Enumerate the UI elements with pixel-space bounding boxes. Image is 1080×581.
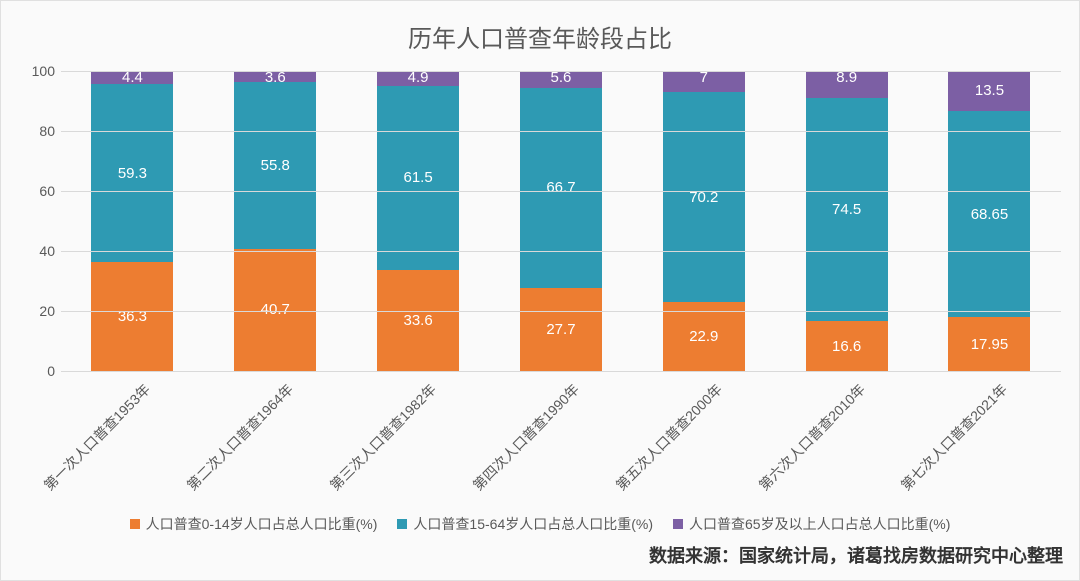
- bars-group: 36.359.34.4第一次人口普查1953年40.755.83.6第二次人口普…: [61, 71, 1061, 371]
- bar-slot: 33.661.54.9第三次人口普查1982年: [358, 71, 478, 371]
- legend-label: 人口普查65岁及以上人口占总人口比重(%): [689, 514, 950, 534]
- legend-swatch: [673, 519, 683, 529]
- gridline: [61, 311, 1061, 312]
- bar-segment: 70.2: [663, 92, 745, 303]
- bar-segment: 61.5: [377, 86, 459, 271]
- stacked-bar: 22.9 70.27: [663, 71, 745, 371]
- bar-segment: 17.95: [948, 317, 1030, 371]
- bar-segment: 3.6: [234, 71, 316, 82]
- bar-segment: 68.65: [948, 111, 1030, 317]
- stacked-bar: 36.3 59.3 4.4: [91, 71, 173, 371]
- bar-segment: 22.9: [663, 302, 745, 371]
- stacked-bar: 33.6 61.5 4.9: [377, 71, 459, 371]
- bar-segment: 7: [663, 71, 745, 92]
- bar-value-label: 33.6: [404, 312, 433, 329]
- gridline: [61, 71, 1061, 72]
- bar-value-label: 16.6: [832, 338, 861, 355]
- chart-title: 历年人口普查年龄段占比: [1, 1, 1079, 54]
- y-axis-label: 40: [21, 243, 55, 259]
- gridline: [61, 191, 1061, 192]
- gridline: [61, 131, 1061, 132]
- legend-item: 人口普查0-14岁人口占总人口比重(%): [130, 514, 378, 534]
- legend-item: 人口普查65岁及以上人口占总人口比重(%): [673, 514, 950, 534]
- bar-segment: 5.6: [520, 71, 602, 88]
- legend: 人口普查0-14岁人口占总人口比重(%) 人口普查15-64岁人口占总人口比重(%…: [1, 514, 1079, 534]
- bar-slot: 36.359.34.4第一次人口普查1953年: [72, 71, 192, 371]
- bar-segment: 4.9: [377, 71, 459, 86]
- y-axis-label: 60: [21, 183, 55, 199]
- chart-container: 历年人口普查年龄段占比 36.3 59.3 4.4 第一次人口普查1953年 40.7 5…: [0, 0, 1080, 581]
- bar-value-label: 17.95: [971, 336, 1009, 353]
- bar-segment: 27.7: [520, 288, 602, 371]
- bar-segment: 4.4: [91, 71, 173, 84]
- legend-item: 人口普查15-64岁人口占总人口比重(%): [397, 514, 653, 534]
- stacked-bar: 27.7 66.7 5.6: [520, 71, 602, 371]
- x-axis-label: 第一次人口普查1953年: [35, 375, 155, 495]
- bar-slot: 17.9568.6513.5第七次人口普查2021年: [929, 71, 1049, 371]
- bar-slot: 22.970.27第五次人口普查2000年: [644, 71, 764, 371]
- bar-segment: 40.7: [234, 249, 316, 371]
- bar-segment: 13.5: [948, 71, 1030, 112]
- legend-swatch: [397, 519, 407, 529]
- bar-value-label: 13.5: [975, 82, 1004, 99]
- x-axis-label: 第三次人口普查1982年: [321, 375, 441, 495]
- bar-value-label: 40.7: [261, 301, 290, 318]
- bar-value-label: 74.5: [832, 201, 861, 218]
- x-axis-label: 第六次人口普查2010年: [750, 375, 870, 495]
- stacked-bar: 16.6 74.5 8.9: [806, 71, 888, 371]
- gridline: [61, 251, 1061, 252]
- bar-segment: 8.9: [806, 71, 888, 98]
- x-axis-label: 第五次人口普查2000年: [607, 375, 727, 495]
- bar-value-label: 55.8: [261, 157, 290, 174]
- bar-value-label: 27.7: [546, 321, 575, 338]
- stacked-bar: 17.95 68.65 13.5: [948, 71, 1030, 371]
- plot-area: 36.359.34.4第一次人口普查1953年40.755.83.6第二次人口普…: [61, 71, 1061, 371]
- y-axis-label: 100: [21, 63, 55, 79]
- legend-swatch: [130, 519, 140, 529]
- bar-segment: 66.7: [520, 88, 602, 288]
- bar-value-label: 59.3: [118, 165, 147, 182]
- gridline: [61, 371, 1061, 372]
- bar-segment: 36.3: [91, 262, 173, 371]
- bar-slot: 40.755.83.6第二次人口普查1964年: [215, 71, 335, 371]
- x-axis-label: 第二次人口普查1964年: [178, 375, 298, 495]
- legend-label: 人口普查15-64岁人口占总人口比重(%): [413, 514, 653, 534]
- legend-label: 人口普查0-14岁人口占总人口比重(%): [146, 514, 378, 534]
- y-axis-label: 20: [21, 303, 55, 319]
- bar-slot: 27.766.75.6第四次人口普查1990年: [501, 71, 621, 371]
- x-axis-label: 第四次人口普查1990年: [464, 375, 584, 495]
- bar-segment: 55.8: [234, 82, 316, 249]
- bar-value-label: 61.5: [404, 169, 433, 186]
- bar-value-label: 22.9: [689, 328, 718, 345]
- stacked-bar: 40.7 55.8 3.6: [234, 71, 316, 371]
- bar-value-label: 66.7: [546, 179, 575, 196]
- y-axis-label: 80: [21, 123, 55, 139]
- y-axis-label: 0: [21, 363, 55, 379]
- x-axis-label: 第七次人口普查2021年: [893, 375, 1013, 495]
- bar-segment: 33.6: [377, 270, 459, 371]
- bar-value-label: 68.65: [971, 206, 1009, 223]
- source-text: 数据来源：国家统计局，诸葛找房数据研究中心整理: [649, 542, 1063, 568]
- bar-segment: 59.3: [91, 84, 173, 262]
- bar-slot: 16.674.58.9第六次人口普查2010年: [787, 71, 907, 371]
- bar-segment: 16.6: [806, 321, 888, 371]
